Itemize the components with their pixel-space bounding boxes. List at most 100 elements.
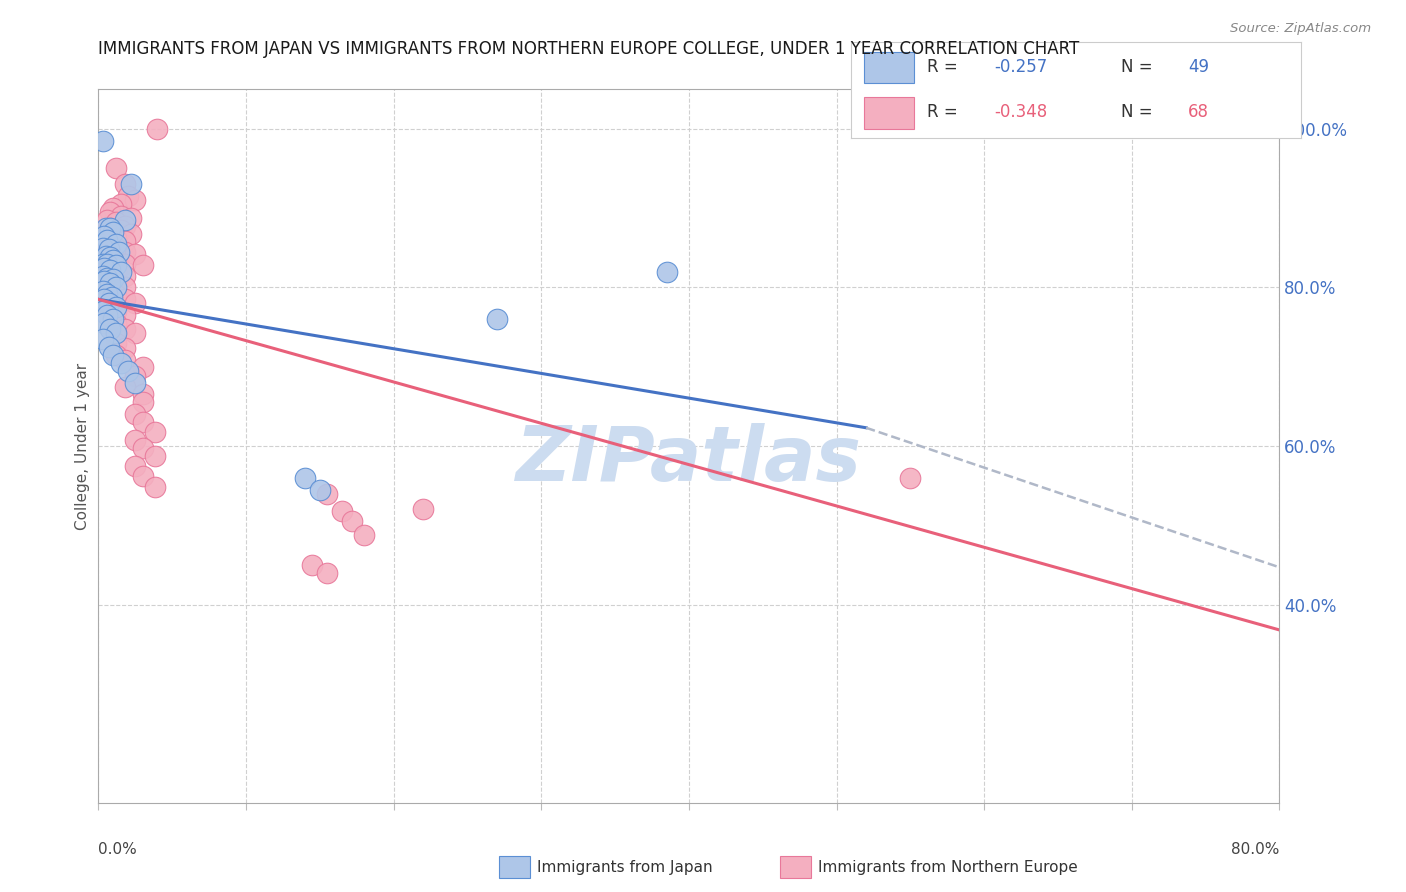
Point bbox=[105, 252, 128, 267]
Point bbox=[114, 379, 136, 393]
Point bbox=[146, 121, 169, 136]
Point bbox=[316, 566, 339, 580]
Point bbox=[96, 308, 118, 322]
Point bbox=[132, 469, 155, 483]
Text: Immigrants from Northern Europe: Immigrants from Northern Europe bbox=[818, 860, 1078, 874]
Point bbox=[100, 290, 122, 304]
Point bbox=[103, 348, 125, 362]
Text: -0.257: -0.257 bbox=[994, 59, 1047, 77]
Point bbox=[110, 356, 132, 370]
Point bbox=[316, 486, 339, 500]
Y-axis label: College, Under 1 year: College, Under 1 year bbox=[75, 362, 90, 530]
Point bbox=[124, 247, 146, 261]
Point bbox=[114, 213, 136, 227]
Point bbox=[98, 263, 121, 277]
Point bbox=[98, 221, 121, 235]
Point bbox=[124, 433, 146, 447]
Point bbox=[96, 233, 118, 247]
Point bbox=[96, 257, 118, 271]
Point bbox=[330, 504, 353, 518]
Point bbox=[91, 285, 114, 299]
Point bbox=[108, 244, 131, 259]
Point bbox=[98, 277, 121, 291]
Point bbox=[124, 407, 146, 421]
Point bbox=[94, 249, 117, 263]
Text: Source: ZipAtlas.com: Source: ZipAtlas.com bbox=[1230, 22, 1371, 36]
Point bbox=[105, 335, 128, 350]
Point bbox=[97, 296, 120, 310]
Point bbox=[132, 441, 155, 455]
Text: 68: 68 bbox=[1188, 103, 1209, 121]
Point bbox=[91, 134, 114, 148]
Point bbox=[96, 286, 118, 301]
Point bbox=[96, 228, 118, 243]
Point bbox=[114, 178, 136, 192]
Point bbox=[114, 257, 136, 271]
FancyBboxPatch shape bbox=[865, 97, 914, 128]
Point bbox=[124, 326, 146, 341]
Point bbox=[124, 193, 146, 207]
Text: ZIPatlas: ZIPatlas bbox=[516, 424, 862, 497]
Point bbox=[132, 395, 155, 409]
Text: R =: R = bbox=[927, 59, 963, 77]
Point bbox=[114, 353, 136, 368]
Point bbox=[91, 257, 114, 271]
Point bbox=[114, 219, 136, 233]
Point bbox=[105, 280, 128, 294]
Point bbox=[143, 449, 166, 463]
Point bbox=[98, 321, 121, 335]
Point bbox=[412, 502, 434, 516]
Point bbox=[93, 316, 115, 330]
Point bbox=[105, 304, 128, 318]
Point bbox=[124, 369, 146, 384]
Point bbox=[105, 241, 128, 255]
Point bbox=[110, 223, 132, 237]
Point bbox=[97, 340, 120, 354]
Point bbox=[103, 272, 125, 286]
Point bbox=[98, 221, 121, 235]
Point bbox=[120, 211, 142, 225]
Point bbox=[117, 364, 139, 378]
Point bbox=[114, 293, 136, 307]
Text: N =: N = bbox=[1121, 59, 1157, 77]
Text: 49: 49 bbox=[1188, 59, 1209, 77]
Point bbox=[103, 312, 125, 326]
Point bbox=[105, 316, 128, 330]
Text: R =: R = bbox=[927, 103, 963, 121]
Text: Immigrants from Japan: Immigrants from Japan bbox=[537, 860, 713, 874]
Point bbox=[91, 332, 114, 346]
Point bbox=[91, 268, 114, 283]
Point bbox=[105, 266, 128, 280]
Text: N =: N = bbox=[1121, 103, 1157, 121]
Point bbox=[900, 471, 922, 485]
Point bbox=[105, 236, 128, 251]
Point bbox=[114, 321, 136, 335]
Point bbox=[103, 201, 125, 215]
Point bbox=[105, 326, 128, 341]
Point bbox=[342, 514, 364, 528]
FancyBboxPatch shape bbox=[865, 52, 914, 83]
Point bbox=[655, 264, 678, 278]
Point bbox=[105, 277, 128, 291]
Point bbox=[98, 205, 121, 219]
Point bbox=[105, 348, 128, 362]
Point bbox=[97, 243, 120, 257]
Point bbox=[93, 293, 115, 307]
Point bbox=[120, 227, 142, 241]
Point bbox=[143, 425, 166, 439]
Point bbox=[96, 300, 118, 314]
Point bbox=[301, 558, 323, 572]
Point bbox=[132, 258, 155, 272]
Point bbox=[309, 483, 332, 497]
Point bbox=[98, 250, 121, 264]
Point bbox=[353, 528, 375, 542]
Point bbox=[105, 300, 128, 314]
Point bbox=[114, 268, 136, 283]
Point bbox=[91, 241, 114, 255]
Point bbox=[114, 244, 136, 259]
Point bbox=[103, 225, 125, 239]
Point bbox=[120, 178, 142, 192]
Point bbox=[110, 197, 132, 211]
Point bbox=[96, 274, 118, 288]
Point bbox=[132, 359, 155, 374]
